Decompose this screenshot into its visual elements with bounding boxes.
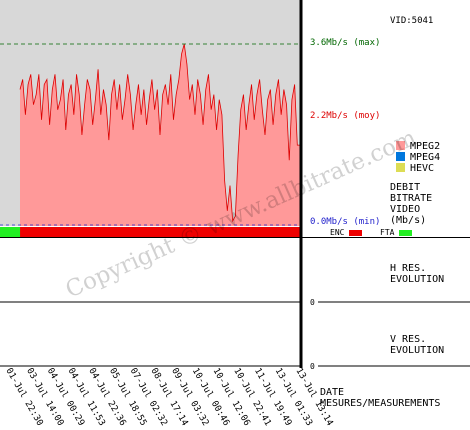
vres-panel-label-1: V RES. bbox=[390, 334, 426, 345]
hevc-legend-swatch bbox=[396, 163, 405, 172]
enc-status-segment bbox=[90, 227, 101, 237]
enc-status-segment bbox=[250, 227, 262, 237]
enc-status-segment bbox=[20, 227, 31, 237]
enc-status-segment bbox=[270, 227, 282, 237]
enc-status-segment bbox=[140, 227, 152, 237]
bitrate-panel-label-1: DEBIT bbox=[390, 182, 420, 193]
mpeg2-line bbox=[19, 43, 300, 223]
x-axis-title: DATE bbox=[320, 387, 344, 398]
enc-status-segment bbox=[240, 227, 252, 237]
bitrate-panel-label-3: VIDEO bbox=[390, 204, 420, 215]
enc-label: ENC bbox=[330, 228, 345, 237]
enc-status-segment bbox=[60, 227, 71, 237]
hres-panel-label-1: H RES. bbox=[390, 263, 426, 274]
enc-status-segment bbox=[40, 227, 51, 237]
enc-status-segment bbox=[30, 227, 41, 237]
max-label: 3.6Mb/s (max) bbox=[310, 38, 380, 48]
x-axis-subtitle: MESURES/MEASUREMENTS bbox=[320, 398, 440, 409]
vres-panel-label-2: EVOLUTION bbox=[390, 345, 444, 356]
enc-status-segment bbox=[150, 227, 162, 237]
enc-status-segment bbox=[180, 227, 192, 237]
enc-status-strip bbox=[0, 227, 302, 237]
fta-legend-swatch bbox=[399, 230, 412, 236]
enc-status-segment bbox=[170, 227, 182, 237]
enc-status-segment bbox=[0, 227, 11, 237]
enc-status-segment bbox=[290, 227, 302, 237]
enc-status-segment bbox=[80, 227, 91, 237]
enc-status-segment bbox=[50, 227, 61, 237]
hres-zero-tick: 0 bbox=[310, 298, 315, 307]
mpeg4-legend-label: MPEG4 bbox=[410, 152, 440, 163]
fta-label: FTA bbox=[380, 228, 395, 237]
bitrate-panel-label-2: BITRATE bbox=[390, 193, 432, 204]
hevc-legend-label: HEVC bbox=[410, 163, 434, 174]
enc-status-segment bbox=[220, 227, 232, 237]
enc-status-segment bbox=[200, 227, 212, 237]
enc-status-segment bbox=[100, 227, 111, 237]
mean-label: 2.2Mb/s (moy) bbox=[310, 111, 380, 121]
enc-status-segment bbox=[210, 227, 222, 237]
mpeg2-legend-label: MPEG2 bbox=[410, 141, 440, 152]
enc-status-segment bbox=[160, 227, 172, 237]
mpeg2-legend-swatch bbox=[396, 141, 405, 150]
enc-status-segment bbox=[260, 227, 272, 237]
min-label: 0.0Mb/s (min) bbox=[310, 217, 380, 227]
mpeg4-legend-swatch bbox=[396, 152, 405, 161]
enc-status-segment bbox=[190, 227, 202, 237]
enc-legend-swatch bbox=[349, 230, 362, 236]
enc-status-segment bbox=[130, 227, 142, 237]
bitrate-panel-label-4: (Mb/s) bbox=[390, 215, 426, 226]
vres-zero-tick: 0 bbox=[310, 362, 315, 371]
enc-status-segment bbox=[120, 227, 132, 237]
enc-status-segment bbox=[70, 227, 81, 237]
enc-status-segment bbox=[110, 227, 121, 237]
vid-label: VID:5041 bbox=[390, 16, 433, 26]
hres-panel-label-2: EVOLUTION bbox=[390, 274, 444, 285]
enc-status-segment bbox=[280, 227, 292, 237]
enc-status-segment bbox=[230, 227, 242, 237]
enc-status-segment bbox=[10, 227, 21, 237]
